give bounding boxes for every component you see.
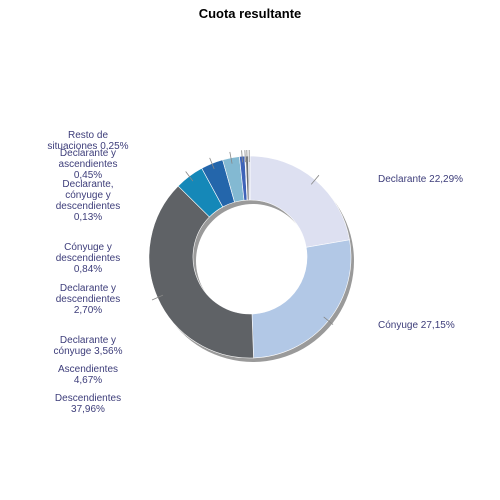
label-declarante-y-ascendientes: Declarante y ascendientes 0,45% bbox=[59, 148, 118, 181]
leader-declarante bbox=[310, 174, 320, 185]
label-declarante-conyuge-y-descendientes: Declarante, cónyuge y descendientes 0,13% bbox=[56, 179, 121, 223]
label-line: ascendientes bbox=[59, 159, 118, 170]
label-line: descendientes bbox=[56, 294, 121, 305]
leader-conyuge-y-descendientes bbox=[241, 150, 243, 163]
leader-declarante-conyuge-y-descendientes bbox=[244, 150, 246, 163]
slice-conyuge bbox=[251, 239, 352, 359]
label-line: 2,70% bbox=[74, 305, 102, 316]
label-line: Declarante y bbox=[60, 283, 116, 294]
label-line: 0,45% bbox=[74, 170, 102, 181]
leader-declarante-y-descendientes bbox=[229, 151, 233, 164]
label-line: Declarante y bbox=[60, 335, 116, 346]
label-line: situaciones 0,25% bbox=[47, 141, 128, 152]
label-declarante-y-descendientes: Declarante y descendientes 2,70% bbox=[56, 283, 121, 316]
label-line: cónyuge y bbox=[65, 190, 111, 201]
label-conyuge: Cónyuge 27,15% bbox=[378, 320, 455, 331]
label-line: 4,67% bbox=[74, 375, 102, 386]
label-resto-de-situaciones: Resto de situaciones 0,25% bbox=[47, 130, 128, 152]
label-line: 0,84% bbox=[74, 264, 102, 275]
label-line: Cónyuge y bbox=[64, 242, 112, 253]
label-declarante: Declarante 22,29% bbox=[378, 174, 463, 185]
label-declarante-y-conyuge: Declarante y cónyuge 3,56% bbox=[54, 335, 123, 357]
label-line: cónyuge 3,56% bbox=[54, 346, 123, 357]
leader-conyuge bbox=[323, 316, 334, 325]
donut-slices bbox=[148, 155, 352, 359]
label-descendientes: Descendientes 37,96% bbox=[55, 393, 121, 415]
slice-declarante bbox=[249, 155, 350, 248]
label-line: Declarante 22,29% bbox=[378, 174, 463, 185]
slice-labels: Declarante 22,29% Cónyuge 27,15% Descendie… bbox=[47, 130, 463, 415]
chart-title: Cuota resultante bbox=[199, 6, 302, 21]
label-line: Cónyuge 27,15% bbox=[378, 320, 455, 331]
label-conyuge-y-descendientes: Cónyuge y descendientes 0,84% bbox=[56, 242, 121, 275]
label-line: Resto de bbox=[68, 130, 108, 141]
label-line: 0,13% bbox=[74, 212, 102, 223]
slice-descendientes bbox=[148, 185, 254, 359]
label-line: Ascendientes bbox=[58, 364, 118, 375]
leader-descendientes bbox=[151, 294, 164, 301]
label-line: Declarante, bbox=[62, 179, 113, 190]
leader-lines bbox=[151, 150, 334, 325]
label-line: Descendientes bbox=[55, 393, 121, 404]
label-line: Declarante y bbox=[60, 148, 116, 159]
label-ascendientes: Ascendientes 4,67% bbox=[58, 364, 118, 386]
label-line: 37,96% bbox=[71, 404, 105, 415]
label-line: descendientes bbox=[56, 201, 121, 212]
leader-ascendientes bbox=[185, 171, 194, 182]
leader-declarante-y-conyuge bbox=[209, 157, 215, 170]
label-line: descendientes bbox=[56, 253, 121, 264]
